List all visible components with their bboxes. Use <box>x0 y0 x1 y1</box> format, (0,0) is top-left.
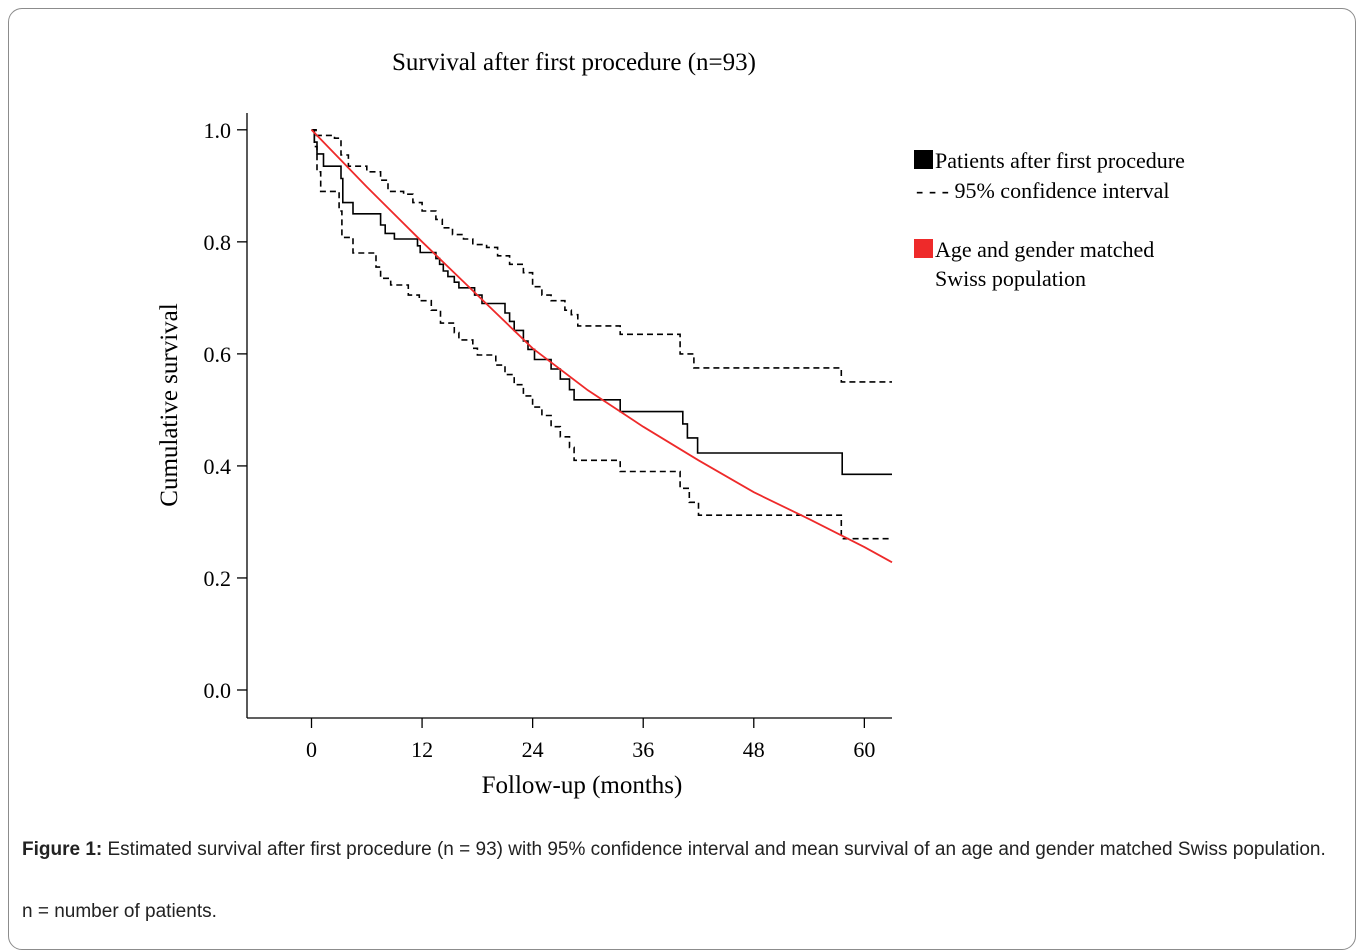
caption-label: Figure 1: <box>22 839 103 860</box>
series-layer <box>310 129 893 564</box>
x-axis-label: Follow-up (months) <box>482 772 683 799</box>
caption-note: n = number of patients. <box>22 901 217 922</box>
figure-caption: Figure 1: Estimated survival after first… <box>22 836 1342 863</box>
survival-chart: Survival after first procedure (n=93) 0.… <box>156 49 1185 799</box>
x-tick-label: 24 <box>522 737 544 762</box>
y-tick-label: 1.0 <box>204 118 232 143</box>
series-95-confidence-interval-lower <box>311 129 892 540</box>
y-tick-label: 0.6 <box>204 342 232 367</box>
chart-title: Survival after first procedure (n=93) <box>392 49 756 76</box>
legend: Patients after first procedure - - - 95%… <box>914 148 1185 291</box>
x-tick-label: 0 <box>306 737 317 762</box>
series-age-and-gender-matched-swiss-population <box>310 129 893 564</box>
legend-label-population-line2: Swiss population <box>935 266 1086 291</box>
legend-label-population: Age and gender matched <box>935 237 1154 262</box>
series-95-confidence-interval-upper <box>311 129 892 383</box>
y-tick-label: 0.0 <box>204 678 232 703</box>
y-axis-label: Cumulative survival <box>156 303 183 506</box>
x-ticks: 0 12 24 36 48 60 <box>306 718 875 762</box>
y-tick-label: 0.2 <box>204 566 232 591</box>
legend-swatch-patients <box>914 150 933 169</box>
legend-label-ci: - - - 95% confidence interval <box>916 178 1170 203</box>
figure-frame <box>8 8 1356 950</box>
x-tick-label: 12 <box>411 737 433 762</box>
x-tick-label: 60 <box>853 737 875 762</box>
y-tick-label: 0.8 <box>204 230 232 255</box>
y-tick-label: 0.4 <box>204 454 232 479</box>
x-tick-label: 36 <box>632 737 654 762</box>
caption-text: Estimated survival after first procedure… <box>102 839 1326 860</box>
y-ticks: 0.0 0.2 0.4 0.6 0.8 1.0 <box>204 118 247 703</box>
series-patients-after-first-procedure <box>311 129 892 476</box>
legend-swatch-population <box>914 239 933 258</box>
x-tick-label: 48 <box>743 737 765 762</box>
legend-label-patients: Patients after first procedure <box>935 148 1185 173</box>
